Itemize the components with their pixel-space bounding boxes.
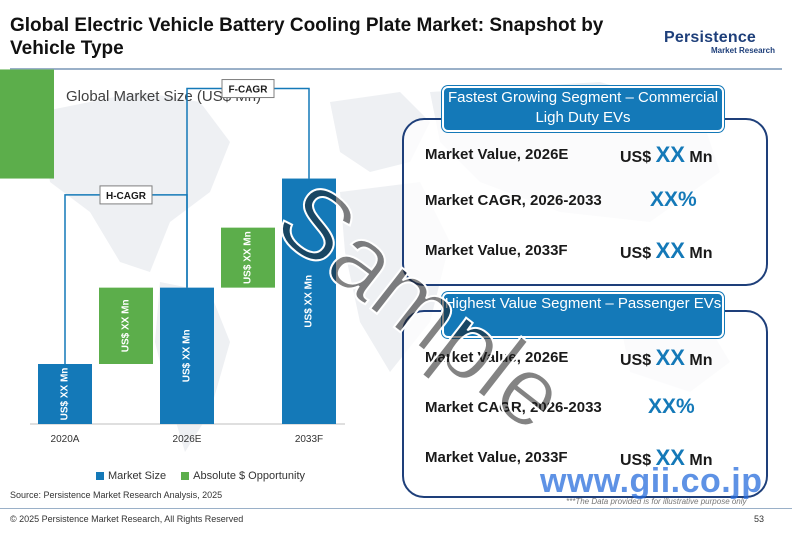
page-number: 53	[754, 514, 765, 524]
currency-prefix: US$	[620, 352, 652, 369]
bottom-market-value-2033-value: US$ XX Mn	[620, 445, 713, 471]
title-divider	[10, 68, 782, 70]
unit-suffix: Mn	[689, 245, 713, 262]
currency-prefix: US$	[620, 149, 652, 166]
top-market-value-2026-label: Market Value, 2026E	[425, 146, 569, 163]
source-note: Source: Persistence Market Research Anal…	[10, 490, 223, 500]
cagr-label-2: F-CAGR	[229, 85, 269, 96]
cagr-label-box-1	[99, 185, 153, 205]
market-size-bar-2033F	[282, 178, 336, 424]
top-market-value-2026-value: US$ XX Mn	[620, 142, 713, 168]
market-size-bar-2020A	[38, 364, 92, 424]
cagr-label-1: H-CAGR	[106, 191, 147, 202]
chart-legend: Market Size Absolute $ Opportunity	[96, 470, 317, 482]
fastest-growing-panel	[402, 118, 768, 286]
copyright-text: © 2025 Persistence Market Research, All …	[10, 514, 244, 524]
currency-prefix: US$	[620, 245, 652, 262]
bottom-market-cagr-label: Market CAGR, 2026-2033	[425, 399, 602, 416]
footer-divider	[0, 508, 792, 509]
placeholder-value: XX	[655, 445, 685, 470]
disclaimer-note: ***The Data provided is for illustrative…	[566, 497, 747, 506]
cagr-label-box-2	[221, 79, 275, 99]
x-tick-label-2020A: 2020A	[51, 434, 80, 445]
gii-watermark: www.gii.co.jp	[540, 462, 763, 500]
chart-title: Global Market Size (US$ Mn)	[66, 88, 262, 105]
bottom-market-value-2026-value: US$ XX Mn	[620, 345, 713, 371]
market-size-bar-label-2026E: US$ XX Mn	[182, 329, 193, 382]
company-logo: Persistence Market Research	[664, 30, 779, 56]
placeholder-value: XX	[655, 142, 685, 167]
x-tick-label-2033F: 2033F	[295, 434, 323, 445]
bottom-market-value-2026-label: Market Value, 2026E	[425, 349, 569, 366]
market-size-bar-label-2020A: US$ XX Mn	[60, 368, 71, 421]
unit-suffix: Mn	[689, 452, 713, 469]
top-market-cagr-value: XX%	[650, 188, 697, 211]
opportunity-bar-label-2: US$ XX Mn	[243, 231, 254, 284]
fastest-growing-heading: Fastest Growing Segment – Commercial Lig…	[442, 86, 724, 132]
top-market-value-2033-value: US$ XX Mn	[620, 238, 713, 264]
bottom-market-value-2033-label: Market Value, 2033F	[425, 449, 568, 466]
logo-main-text: Persistence	[664, 29, 757, 46]
logo-sub-text: Market Research	[710, 46, 775, 55]
x-tick-label-2026E: 2026E	[173, 434, 202, 445]
market-size-bar-label-2033F: US$ XX Mn	[304, 275, 315, 328]
opportunity-bar-3	[0, 69, 54, 179]
market-size-bar-2026E	[160, 287, 214, 424]
opportunity-bar-label-1: US$ XX Mn	[121, 299, 132, 352]
unit-suffix: Mn	[689, 149, 713, 166]
highest-value-heading: Highest Value Segment – Passenger EVs	[442, 292, 724, 338]
unit-suffix: Mn	[689, 352, 713, 369]
legend-item-opportunity: Absolute $ Opportunity	[181, 470, 305, 482]
placeholder-value: XX	[655, 238, 685, 263]
top-market-cagr-label: Market CAGR, 2026-2033	[425, 192, 602, 209]
opportunity-bar-2	[221, 227, 275, 288]
legend-swatch-market-size	[96, 472, 104, 481]
placeholder-value: XX	[655, 345, 685, 370]
opportunity-bar-1	[99, 287, 153, 364]
currency-prefix: US$	[620, 452, 652, 469]
top-market-value-2033-label: Market Value, 2033F	[425, 242, 568, 259]
legend-swatch-opportunity	[181, 472, 190, 481]
highest-value-panel	[402, 310, 768, 498]
page-title: Global Electric Vehicle Battery Cooling …	[10, 15, 604, 59]
legend-item-market-size: Market Size	[96, 470, 166, 482]
bottom-market-cagr-value: XX%	[648, 395, 695, 418]
legend-label-market-size: Market Size	[108, 470, 167, 482]
legend-label-opportunity: Absolute $ Opportunity	[193, 470, 306, 482]
